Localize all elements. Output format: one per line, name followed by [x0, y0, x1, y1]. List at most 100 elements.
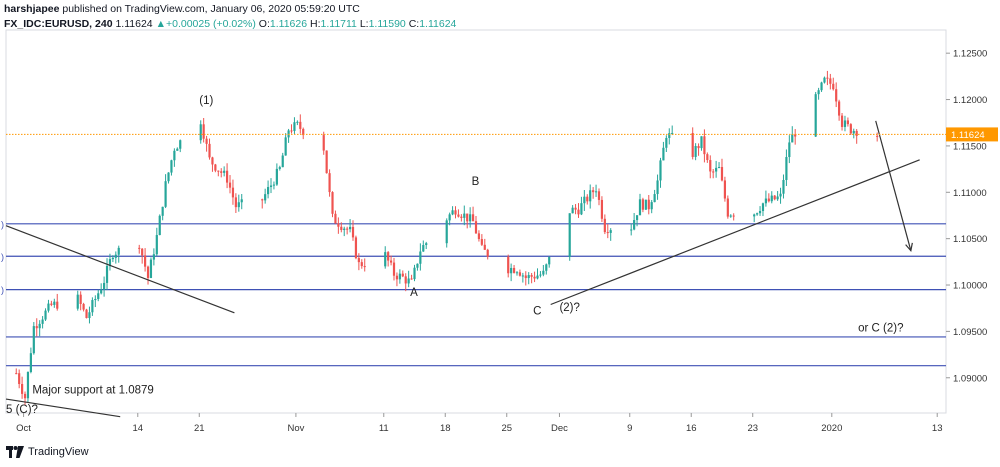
annotation-label: (1) [199, 95, 213, 107]
candle-up [176, 148, 179, 151]
candle-down [334, 213, 337, 224]
candle-up [644, 199, 647, 210]
candle-down [518, 272, 522, 276]
x-tick-label: 11 [379, 423, 389, 434]
candle-up [715, 167, 718, 172]
author-name[interactable]: harshjapee [4, 3, 60, 15]
level-marker: ) [1, 285, 4, 295]
candle-down [641, 199, 645, 210]
tradingview-brand[interactable]: TradingView [28, 446, 89, 458]
candle-down [56, 301, 59, 309]
candle-up [580, 203, 583, 215]
symbol-label: FX_IDC:EURUSD, 240 [4, 18, 113, 30]
y-tick-label: 1.12500 [953, 49, 987, 60]
candle-down [302, 128, 305, 136]
candle-down [876, 135, 879, 137]
candle-up [843, 120, 847, 127]
candle-down [794, 134, 797, 137]
candle-up [114, 254, 117, 258]
candle-up [152, 254, 155, 260]
candle-up [117, 247, 120, 255]
candle-up [665, 137, 668, 148]
candle-down [404, 276, 407, 284]
candle-up [662, 147, 665, 161]
candle-up [668, 133, 671, 138]
candle-down [234, 197, 237, 208]
candle-down [146, 266, 150, 278]
candle-down [706, 154, 709, 161]
candle-up [29, 353, 32, 372]
candle-down [773, 195, 776, 200]
candle-down [723, 180, 727, 199]
candle-up [571, 207, 574, 214]
candle-down [205, 138, 208, 144]
y-tick-label: 1.10500 [953, 234, 987, 245]
annotation-label: B [472, 176, 480, 188]
candle-down [79, 294, 82, 304]
candle-down [360, 262, 363, 267]
publish-info: published on TradingView.com, January 06… [62, 3, 360, 15]
y-tick-label: 1.11500 [953, 141, 987, 152]
candle-down [328, 173, 331, 193]
candle-down [603, 218, 606, 233]
close-label: C: [408, 18, 420, 30]
candle-up [671, 132, 674, 134]
x-tick-label: Oct [16, 423, 31, 434]
candle-up [451, 210, 454, 215]
candle-up [94, 298, 97, 301]
candle-down [395, 275, 399, 280]
candle-up [521, 275, 524, 277]
candle-up [264, 194, 267, 201]
candle-up [527, 275, 530, 279]
candle-down [840, 115, 844, 127]
candle-up [384, 252, 387, 267]
x-tick-label: 16 [686, 423, 697, 434]
candle-down [392, 262, 396, 276]
open-label: O: [258, 18, 270, 30]
candles-group [15, 70, 879, 405]
candle-down [228, 182, 232, 188]
candle-up [41, 319, 44, 324]
high-value: 1.11711 [320, 18, 357, 30]
annotation-label: Major support at 1.0879 [32, 385, 153, 397]
candle-down [832, 83, 835, 90]
candle-up [589, 190, 592, 202]
candle-down [600, 199, 604, 219]
low-value: 1.11590 [368, 18, 406, 30]
price-change: +0.00025 (+0.02%) [165, 18, 256, 30]
candle-up [635, 215, 639, 221]
candle-down [35, 326, 38, 329]
candle-down [592, 190, 595, 193]
candle-up [638, 199, 642, 216]
candle-down [82, 303, 85, 310]
candle-up [448, 214, 451, 221]
candle-down [720, 167, 724, 181]
candle-down [471, 214, 475, 222]
candle-down [530, 275, 533, 277]
candle-down [351, 226, 355, 238]
candle-up [97, 293, 100, 299]
candle-up [510, 267, 513, 274]
candle-down [486, 249, 489, 257]
publish-line: harshjapee published on TradingView.com,… [4, 2, 456, 17]
candle-up [536, 275, 539, 279]
candle-up [158, 215, 161, 236]
candle-down [15, 373, 18, 375]
candle-up [753, 214, 756, 217]
x-tick-label: 14 [132, 423, 143, 434]
x-tick-label: 9 [627, 423, 632, 434]
footer: TradingView [6, 446, 89, 458]
candle-up [425, 243, 428, 246]
candle-down [703, 136, 706, 155]
candle-down [331, 192, 334, 214]
candle-up [548, 257, 551, 265]
trend-line [5, 398, 121, 418]
candle-down [574, 207, 577, 210]
candle-down [85, 309, 88, 319]
candle-up [823, 77, 826, 83]
candle-up [179, 140, 182, 149]
candle-down [23, 393, 27, 399]
candle-down [261, 199, 264, 201]
price-chart[interactable]: 1.12500 1.12000 1.11500 1.11000 1.10500 1.100… [0, 0, 1000, 440]
candle-up [785, 157, 788, 180]
